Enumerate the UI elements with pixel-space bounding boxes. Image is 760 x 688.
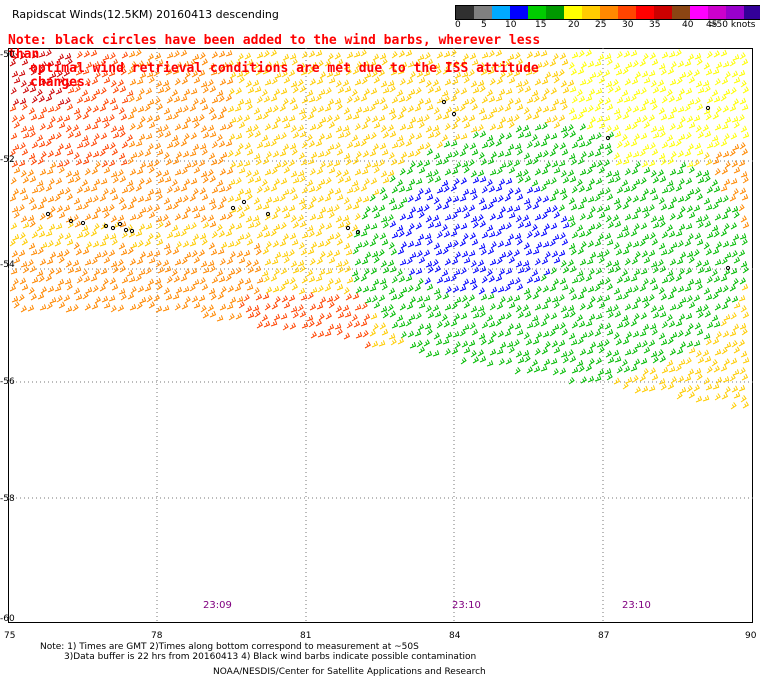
contamination-marker: [80, 220, 86, 226]
note-line-1: Note: black circles have been added to t…: [8, 33, 541, 62]
contamination-marker: [241, 199, 247, 205]
contamination-marker: [117, 221, 123, 227]
contamination-marker: [45, 211, 51, 217]
lat-label: -56: [0, 377, 15, 387]
colorbar-swatch: [546, 6, 564, 19]
colorbar-label: 20: [568, 20, 580, 30]
colorbar-swatch: [528, 6, 546, 19]
note-line-2: optimal wind retrieval conditions are me…: [30, 61, 539, 90]
contamination-marker: [110, 225, 116, 231]
colorbar-swatch: [564, 6, 582, 19]
contamination-marker: [451, 111, 457, 117]
colorbar-swatch: [708, 6, 726, 19]
contamination-marker: [265, 211, 271, 217]
colorbar-label: 0: [455, 20, 461, 30]
lat-label: -58: [0, 494, 15, 504]
colorbar-label: 15: [535, 20, 547, 30]
lon-label: 75: [4, 631, 16, 641]
colorbar-label: 25: [595, 20, 607, 30]
wind-speed-colorbar: [455, 5, 760, 20]
contamination-marker: [705, 105, 711, 111]
lat-label: -52: [0, 155, 15, 165]
footer-credit: NOAA/NESDIS/Center for Satellite Applica…: [213, 667, 486, 677]
map-title: Rapidscat Winds(12.5KM) 20160413 descend…: [12, 8, 279, 21]
colorbar-labels: 0 5 10 15 20 25 30 35 40 45 >50 knots: [455, 20, 760, 32]
contamination-note: Note: black circles have been added to t…: [8, 34, 568, 90]
colorbar-label: 40: [682, 20, 694, 30]
colorbar-swatch: [690, 6, 708, 19]
colorbar-swatch: [600, 6, 618, 19]
colorbar-swatch: [726, 6, 744, 19]
lon-label: 87: [598, 631, 610, 641]
contamination-marker: [68, 218, 74, 224]
time-label: 23:09: [203, 600, 232, 611]
colorbar-swatch: [618, 6, 636, 19]
footer-note-1: Note: 1) Times are GMT 2)Times along bot…: [40, 642, 419, 652]
colorbar-swatch: [492, 6, 510, 19]
time-label: 23:10: [452, 600, 481, 611]
colorbar-swatch: [456, 6, 474, 19]
wind-barb-map: [8, 48, 753, 623]
lat-label: -50: [0, 50, 15, 60]
colorbar-label: >50 knots: [709, 20, 756, 30]
lon-label: 84: [449, 631, 461, 641]
colorbar-swatch: [474, 6, 492, 19]
colorbar-label: 45: [706, 20, 718, 30]
contamination-marker: [725, 265, 731, 271]
contamination-marker: [230, 205, 236, 211]
colorbar-swatch: [744, 6, 760, 19]
colorbar-label: 35: [649, 20, 661, 30]
contamination-marker: [345, 225, 351, 231]
lat-label: -54: [0, 260, 15, 270]
colorbar-swatch: [672, 6, 690, 19]
contamination-marker: [605, 135, 611, 141]
contamination-marker: [103, 223, 109, 229]
lon-label: 90: [745, 631, 757, 641]
contamination-marker: [441, 99, 447, 105]
footer-note-2: 3)Data buffer is 22 hrs from 20160413 4)…: [64, 652, 477, 662]
colorbar-swatch: [510, 6, 528, 19]
map-frame: [8, 48, 753, 623]
colorbar-swatch: [636, 6, 654, 19]
contamination-marker: [355, 229, 361, 235]
colorbar-label: 5: [481, 20, 487, 30]
lon-label: 78: [151, 631, 163, 641]
time-label: 23:10: [622, 600, 651, 611]
wind-barbs: [9, 49, 750, 410]
lon-label: 81: [300, 631, 312, 641]
colorbar-label: 30: [622, 20, 634, 30]
contamination-marker: [129, 228, 135, 234]
colorbar-swatch: [654, 6, 672, 19]
lat-label: -60: [0, 614, 15, 624]
colorbar-swatch: [582, 6, 600, 19]
contamination-marker: [123, 227, 129, 233]
colorbar-label: 10: [505, 20, 517, 30]
